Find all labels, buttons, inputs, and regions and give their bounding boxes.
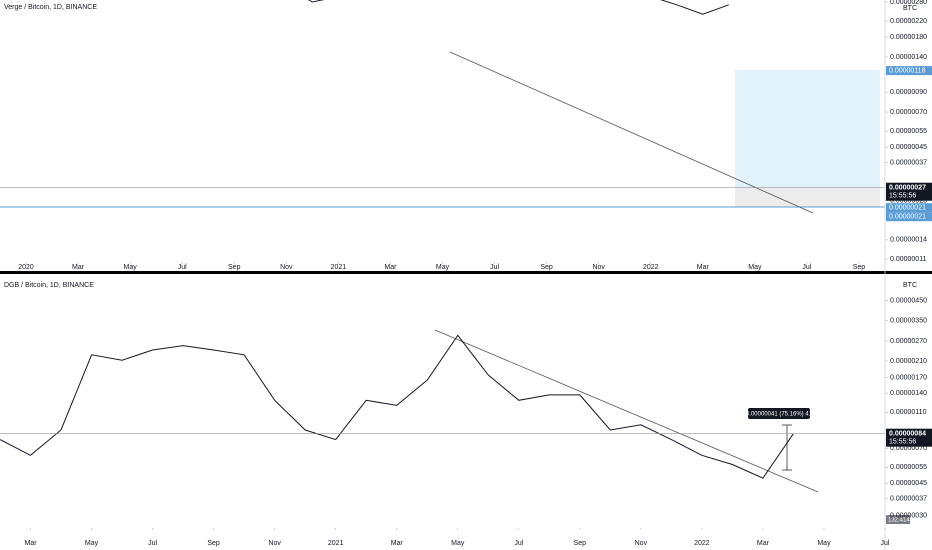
x-tick-label: Sep xyxy=(853,264,866,271)
annotation-box xyxy=(748,408,810,419)
target-zone xyxy=(735,70,880,187)
x-tick-label: Sep xyxy=(574,540,587,547)
x-tick-label: Mar xyxy=(391,540,404,547)
measure-tool xyxy=(782,424,792,471)
price-line xyxy=(0,334,794,479)
x-tick-label: Sep xyxy=(207,540,220,547)
x-tick-label: 2021 xyxy=(328,540,344,547)
x-tick-label: Mar xyxy=(384,264,397,271)
y-tick-label: 0.00000140 xyxy=(890,54,927,61)
pane-separator xyxy=(0,271,932,274)
chart-title: Verge / Bitcoin, 1D, BINANCE xyxy=(4,4,97,11)
x-tick-label: Jul xyxy=(148,540,157,547)
y-tick-label: 0.00000090 xyxy=(890,89,927,96)
y-tick-label: 0.00000030 xyxy=(890,512,927,519)
last-price-label: 0.00000027 xyxy=(889,185,926,192)
y-tick-label: 0.00000270 xyxy=(890,338,927,345)
y-tick-label: 0.00000023 xyxy=(890,197,927,204)
x-tick-label: Jul xyxy=(490,264,499,271)
x-tick-label: May xyxy=(451,540,465,547)
axis-unit: BTC xyxy=(903,5,917,12)
price-label: 0.00000118 xyxy=(889,67,926,74)
x-tick-label: 2022 xyxy=(643,264,659,271)
x-tick-label: Sep xyxy=(540,264,553,271)
y-tick-label: 0.00000110 xyxy=(890,409,927,416)
x-tick-label: 2021 xyxy=(331,264,347,271)
price-label: 0.00000021 xyxy=(889,205,926,212)
x-tick-label: 2022 xyxy=(694,540,710,547)
y-tick-label: 0.00000280 xyxy=(890,0,927,6)
y-tick-label: 0.00000070 xyxy=(890,109,927,116)
x-tick-label: May xyxy=(748,264,762,271)
x-tick-label: May xyxy=(817,540,831,547)
stop-zone xyxy=(735,187,880,207)
price-label: 0.00000021 xyxy=(889,214,926,221)
x-tick-label: Nov xyxy=(592,264,605,271)
x-tick-label: Jul xyxy=(881,540,890,547)
x-tick-label: 2020 xyxy=(18,264,34,271)
x-tick-label: Jul xyxy=(802,264,811,271)
x-tick-label: May xyxy=(124,264,138,271)
y-tick-label: 0.00000350 xyxy=(890,317,927,324)
countdown: 15:55:56 xyxy=(889,193,916,200)
y-tick-label: 0.00000450 xyxy=(890,297,927,304)
y-tick-label: 0.00000220 xyxy=(890,18,927,25)
countdown: 15:55:56 xyxy=(889,439,916,446)
volume-label: 132.414M xyxy=(888,518,915,524)
y-tick-label: 0.00000011 xyxy=(890,256,927,263)
x-tick-label: Mar xyxy=(697,264,710,271)
volume-label-box xyxy=(886,515,910,524)
y-tick-label: 0.00000170 xyxy=(890,375,927,382)
y-tick-label: 0.00000037 xyxy=(890,496,927,503)
y-tick-label: 0.00000037 xyxy=(890,160,927,167)
x-tick-label: May xyxy=(436,264,450,271)
x-tick-label: May xyxy=(85,540,99,547)
y-tick-label: 0.00000070 xyxy=(890,445,927,452)
x-tick-label: Jul xyxy=(178,264,187,271)
y-tick-label: 0.00000180 xyxy=(890,34,927,41)
last-price-label: 0.00000084 xyxy=(889,431,926,438)
price-label-box xyxy=(886,212,932,222)
y-tick-label: 0.00000045 xyxy=(890,480,927,487)
y-tick-label: 0.00000055 xyxy=(890,464,927,471)
y-tick-label: 0.00000055 xyxy=(890,128,927,135)
y-tick-label: 0.00000210 xyxy=(890,358,927,365)
x-tick-label: Nov xyxy=(268,540,281,547)
x-tick-label: Nov xyxy=(280,264,293,271)
x-tick-label: Mar xyxy=(757,540,770,547)
last-price-box xyxy=(886,182,932,201)
y-tick-label: 0.00000045 xyxy=(890,144,927,151)
last-price-box xyxy=(886,428,932,447)
y-tick-label: 0.00000014 xyxy=(890,237,927,244)
chart-title: DGB / Bitcoin, 1D, BINANCE xyxy=(4,282,94,289)
x-tick-label: Sep xyxy=(228,264,241,271)
x-tick-label: Jul xyxy=(514,540,523,547)
x-tick-label: Mar xyxy=(72,264,85,271)
x-tick-label: Mar xyxy=(24,540,37,547)
y-tick-label: 0.00000140 xyxy=(890,390,927,397)
trend-line xyxy=(434,329,819,493)
price-label-box xyxy=(886,203,932,213)
x-tick-label: Nov xyxy=(635,540,648,547)
axis-unit: BTC xyxy=(903,282,917,289)
annotation: 0.00000041 (75.16%) 41 xyxy=(746,412,813,418)
price-label-box xyxy=(886,66,932,76)
trend-line xyxy=(449,51,814,214)
